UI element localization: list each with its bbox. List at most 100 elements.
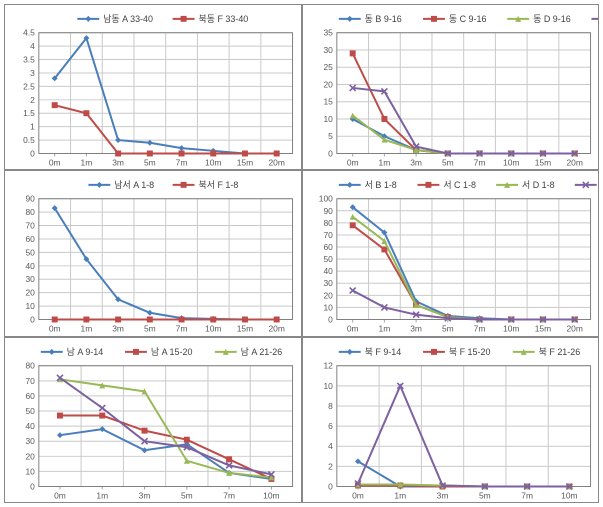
x-tick-label: 5m <box>478 490 490 500</box>
y-tick-label: 2.5 <box>23 81 35 91</box>
chart-panel: 00.511.522.533.544.50m1m3m5m7m10m15m20m남… <box>4 4 302 170</box>
legend-label: 서 D 1-8 <box>522 180 555 190</box>
series-marker <box>83 317 89 323</box>
series-marker <box>179 145 185 151</box>
y-tick-label: 10 <box>25 466 35 476</box>
x-tick-label: 20m <box>566 157 582 167</box>
y-tick-label: 4 <box>30 41 35 51</box>
x-tick-label: 1m <box>81 157 93 167</box>
y-tick-label: 60 <box>25 391 35 401</box>
y-tick-label: 0 <box>328 481 333 491</box>
y-tick-label: 70 <box>323 230 333 240</box>
series-marker <box>52 102 58 108</box>
y-tick-label: 30 <box>323 45 333 55</box>
y-tick-label: 70 <box>25 221 35 231</box>
y-tick-label: 35 <box>323 28 333 38</box>
y-tick-label: 1 <box>30 122 35 132</box>
y-tick-label: 10 <box>323 380 333 390</box>
x-tick-label: 15m <box>237 324 253 334</box>
x-tick-label: 10m <box>503 157 519 167</box>
y-tick-label: 3.5 <box>23 55 35 65</box>
series-marker <box>179 151 185 157</box>
y-tick-label: 20 <box>25 288 35 298</box>
y-tick-label: 10 <box>323 114 333 124</box>
series-marker <box>274 151 280 157</box>
legend-label: 북서 F 1-8 <box>199 180 239 190</box>
legend-label: 남서 A 1-8 <box>114 180 154 190</box>
x-tick-label: 5m <box>144 157 156 167</box>
y-tick-label: 60 <box>25 234 35 244</box>
y-tick-label: 100 <box>318 194 332 204</box>
y-tick-label: 1.5 <box>23 108 35 118</box>
legend-label: 서 C 1-8 <box>443 180 476 190</box>
y-tick-label: 0 <box>30 481 35 491</box>
series-marker <box>184 436 190 442</box>
series-marker <box>52 317 58 323</box>
x-tick-label: 20m <box>268 157 284 167</box>
y-tick-label: 2 <box>328 461 333 471</box>
y-tick-label: 90 <box>25 194 35 204</box>
x-tick-label: 1m <box>96 490 108 500</box>
series-marker <box>57 432 63 438</box>
x-tick-label: 15m <box>534 157 550 167</box>
series-marker <box>99 412 105 418</box>
x-tick-label: 7m <box>521 490 533 500</box>
y-tick-label: 30 <box>25 436 35 446</box>
x-tick-label: 15m <box>534 324 550 334</box>
x-tick-label: 7m <box>473 157 485 167</box>
legend-label: 남 A 15-20 <box>151 347 193 357</box>
x-tick-label: 10m <box>263 490 279 500</box>
legend-label: 서 B 1-8 <box>364 180 396 190</box>
x-tick-label: 10m <box>205 157 221 167</box>
series-marker <box>349 214 355 220</box>
y-tick-label: 0 <box>30 315 35 325</box>
y-tick-label: 0 <box>328 148 333 158</box>
legend-label: 북동 F 33-40 <box>199 14 249 24</box>
series-marker <box>147 140 153 146</box>
y-tick-label: 0 <box>30 148 35 158</box>
x-tick-label: 3m <box>410 324 422 334</box>
x-tick-label: 3m <box>112 324 124 334</box>
legend-label: 동 D 9-16 <box>533 14 571 24</box>
x-tick-label: 7m <box>176 157 188 167</box>
y-tick-label: 20 <box>25 451 35 461</box>
x-tick-label: 5m <box>441 157 453 167</box>
chart-panel: 051015202530350m1m3m5m7m10m15m20m동 B 9-1… <box>302 4 600 170</box>
y-tick-label: 80 <box>25 207 35 217</box>
x-tick-label: 10m <box>205 324 221 334</box>
series-marker <box>242 317 248 323</box>
series-marker <box>115 317 121 323</box>
y-tick-label: 6 <box>328 421 333 431</box>
y-tick-label: 40 <box>25 421 35 431</box>
y-tick-label: 70 <box>25 375 35 385</box>
series-marker <box>349 50 355 56</box>
legend-label: 북 F 15-20 <box>448 347 490 357</box>
x-tick-label: 0m <box>346 157 358 167</box>
x-tick-label: 0m <box>49 324 61 334</box>
y-tick-label: 60 <box>323 242 333 252</box>
x-tick-label: 3m <box>436 490 448 500</box>
series-marker <box>210 317 216 323</box>
x-tick-label: 7m <box>176 324 188 334</box>
x-tick-label: 1m <box>378 324 390 334</box>
legend-label: 동 C 9-16 <box>448 14 486 24</box>
x-tick-label: 15m <box>237 157 253 167</box>
y-tick-label: 0 <box>328 315 333 325</box>
series-marker <box>99 405 105 411</box>
x-tick-label: 0m <box>49 157 61 167</box>
y-tick-label: 20 <box>323 291 333 301</box>
x-tick-label: 5m <box>144 324 156 334</box>
series-marker <box>142 427 148 433</box>
x-tick-label: 1m <box>81 324 93 334</box>
y-tick-label: 80 <box>323 218 333 228</box>
y-tick-label: 30 <box>25 275 35 285</box>
series-marker <box>210 151 216 157</box>
series-marker <box>147 151 153 157</box>
series-marker <box>147 317 153 323</box>
x-tick-label: 10m <box>503 324 519 334</box>
legend-label: 북 F 9-14 <box>364 347 401 357</box>
chart-panel: 01020304050607080901000m1m3m5m7m10m15m20… <box>302 170 600 336</box>
y-tick-label: 3 <box>30 68 35 78</box>
legend-label: 남 A 9-14 <box>67 347 104 357</box>
y-tick-label: 80 <box>25 360 35 370</box>
